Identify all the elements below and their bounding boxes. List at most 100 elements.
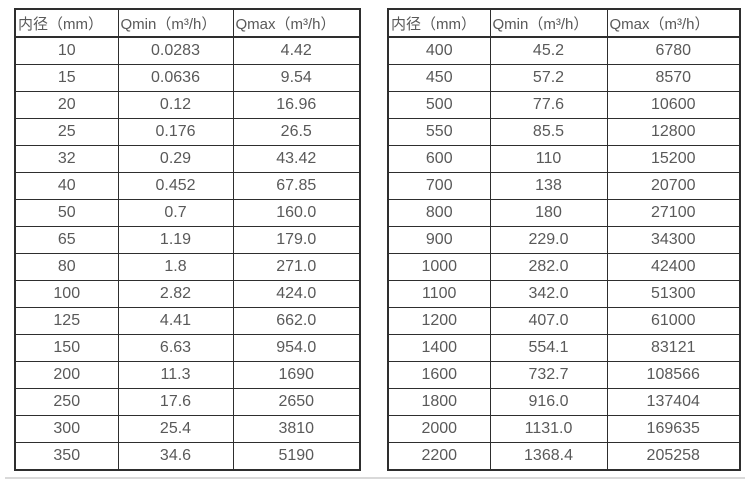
data-cell: 600	[387, 145, 491, 173]
data-cell: 205258	[606, 442, 741, 471]
data-cell: 400	[387, 36, 491, 65]
data-cell: 229.0	[489, 226, 608, 254]
bottom-divider-line	[5, 477, 745, 479]
data-cell: 0.452	[117, 172, 234, 200]
data-cell: 16.96	[232, 91, 361, 119]
header-cell: Qmax（m³/h）	[232, 8, 361, 38]
data-cell: 0.0283	[117, 36, 234, 65]
data-cell: 9.54	[232, 64, 361, 92]
data-cell: 34300	[606, 226, 741, 254]
data-cell: 100	[14, 280, 119, 308]
data-cell: 1600	[387, 361, 491, 389]
table-row: 250 17.6 2650	[14, 388, 361, 416]
data-cell: 700	[387, 172, 491, 200]
data-cell: 2200	[387, 442, 491, 471]
flow-range-table-large-diameters: 内径（mm） Qmin（m³/h） Qmax（m³/h） 400 45.2 6780 45…	[387, 8, 741, 471]
data-cell: 83121	[606, 334, 741, 362]
data-cell: 800	[387, 199, 491, 227]
data-cell: 43.42	[232, 145, 361, 173]
data-cell: 15200	[606, 145, 741, 173]
table-row: 450 57.2 8570	[387, 64, 741, 92]
data-cell: 51300	[606, 280, 741, 308]
data-cell: 137404	[606, 388, 741, 416]
data-cell: 169635	[606, 415, 741, 443]
table-row: 2200 1368.4 205258	[387, 442, 741, 471]
header-cell: Qmin（m³/h）	[117, 8, 234, 38]
table-row: 1600 732.7 108566	[387, 361, 741, 389]
data-cell: 6.63	[117, 334, 234, 362]
table-row: 50 0.7 160.0	[14, 199, 361, 227]
table-row: 900 229.0 34300	[387, 226, 741, 254]
data-cell: 32	[14, 145, 119, 173]
data-cell: 424.0	[232, 280, 361, 308]
data-cell: 407.0	[489, 307, 608, 335]
header-cell: 内径（mm）	[387, 8, 491, 38]
data-cell: 3810	[232, 415, 361, 443]
table-body: 10 0.0283 4.42 15 0.0636 9.54 20 0.12 16.96 25 0.1…	[14, 36, 361, 471]
table-row: 500 77.6 10600	[387, 91, 741, 119]
table-row: 1000 282.0 42400	[387, 253, 741, 281]
data-cell: 17.6	[117, 388, 234, 416]
data-cell: 1800	[387, 388, 491, 416]
data-cell: 160.0	[232, 199, 361, 227]
data-cell: 20700	[606, 172, 741, 200]
table-row: 1800 916.0 137404	[387, 388, 741, 416]
data-cell: 65	[14, 226, 119, 254]
table-row: 40 0.452 67.85	[14, 172, 361, 200]
table-row: 1200 407.0 61000	[387, 307, 741, 335]
table-row: 32 0.29 43.42	[14, 145, 361, 173]
data-cell: 150	[14, 334, 119, 362]
table-row: 65 1.19 179.0	[14, 226, 361, 254]
data-cell: 179.0	[232, 226, 361, 254]
table-row: 80 1.8 271.0	[14, 253, 361, 281]
table-row: 550 85.5 12800	[387, 118, 741, 146]
data-cell: 1400	[387, 334, 491, 362]
data-cell: 12800	[606, 118, 741, 146]
table-row: 400 45.2 6780	[387, 36, 741, 65]
data-cell: 40	[14, 172, 119, 200]
data-cell: 85.5	[489, 118, 608, 146]
data-cell: 27100	[606, 199, 741, 227]
data-cell: 125	[14, 307, 119, 335]
data-cell: 67.85	[232, 172, 361, 200]
data-cell: 77.6	[489, 91, 608, 119]
data-cell: 1000	[387, 253, 491, 281]
data-cell: 138	[489, 172, 608, 200]
data-cell: 180	[489, 199, 608, 227]
data-cell: 42400	[606, 253, 741, 281]
data-cell: 8570	[606, 64, 741, 92]
data-cell: 1.8	[117, 253, 234, 281]
data-cell: 57.2	[489, 64, 608, 92]
table-row: 800 180 27100	[387, 199, 741, 227]
data-cell: 450	[387, 64, 491, 92]
table-row: 600 110 15200	[387, 145, 741, 173]
data-cell: 4.41	[117, 307, 234, 335]
data-cell: 1368.4	[489, 442, 608, 471]
data-cell: 0.0636	[117, 64, 234, 92]
table-row: 700 138 20700	[387, 172, 741, 200]
header-row: 内径（mm） Qmin（m³/h） Qmax（m³/h）	[14, 8, 361, 38]
data-cell: 2000	[387, 415, 491, 443]
data-cell: 4.42	[232, 36, 361, 65]
data-cell: 26.5	[232, 118, 361, 146]
table-row: 150 6.63 954.0	[14, 334, 361, 362]
data-cell: 916.0	[489, 388, 608, 416]
data-cell: 108566	[606, 361, 741, 389]
data-cell: 2.82	[117, 280, 234, 308]
data-cell: 61000	[606, 307, 741, 335]
data-cell: 11.3	[117, 361, 234, 389]
data-cell: 34.6	[117, 442, 234, 471]
table-header: 内径（mm） Qmin（m³/h） Qmax（m³/h）	[14, 8, 361, 38]
data-cell: 250	[14, 388, 119, 416]
table-row: 1400 554.1 83121	[387, 334, 741, 362]
table-row: 15 0.0636 9.54	[14, 64, 361, 92]
data-cell: 10	[14, 36, 119, 65]
data-cell: 6780	[606, 36, 741, 65]
table-row: 200 11.3 1690	[14, 361, 361, 389]
data-cell: 300	[14, 415, 119, 443]
header-cell: Qmax（m³/h）	[606, 8, 741, 38]
data-cell: 110	[489, 145, 608, 173]
table-row: 20 0.12 16.96	[14, 91, 361, 119]
data-cell: 25	[14, 118, 119, 146]
